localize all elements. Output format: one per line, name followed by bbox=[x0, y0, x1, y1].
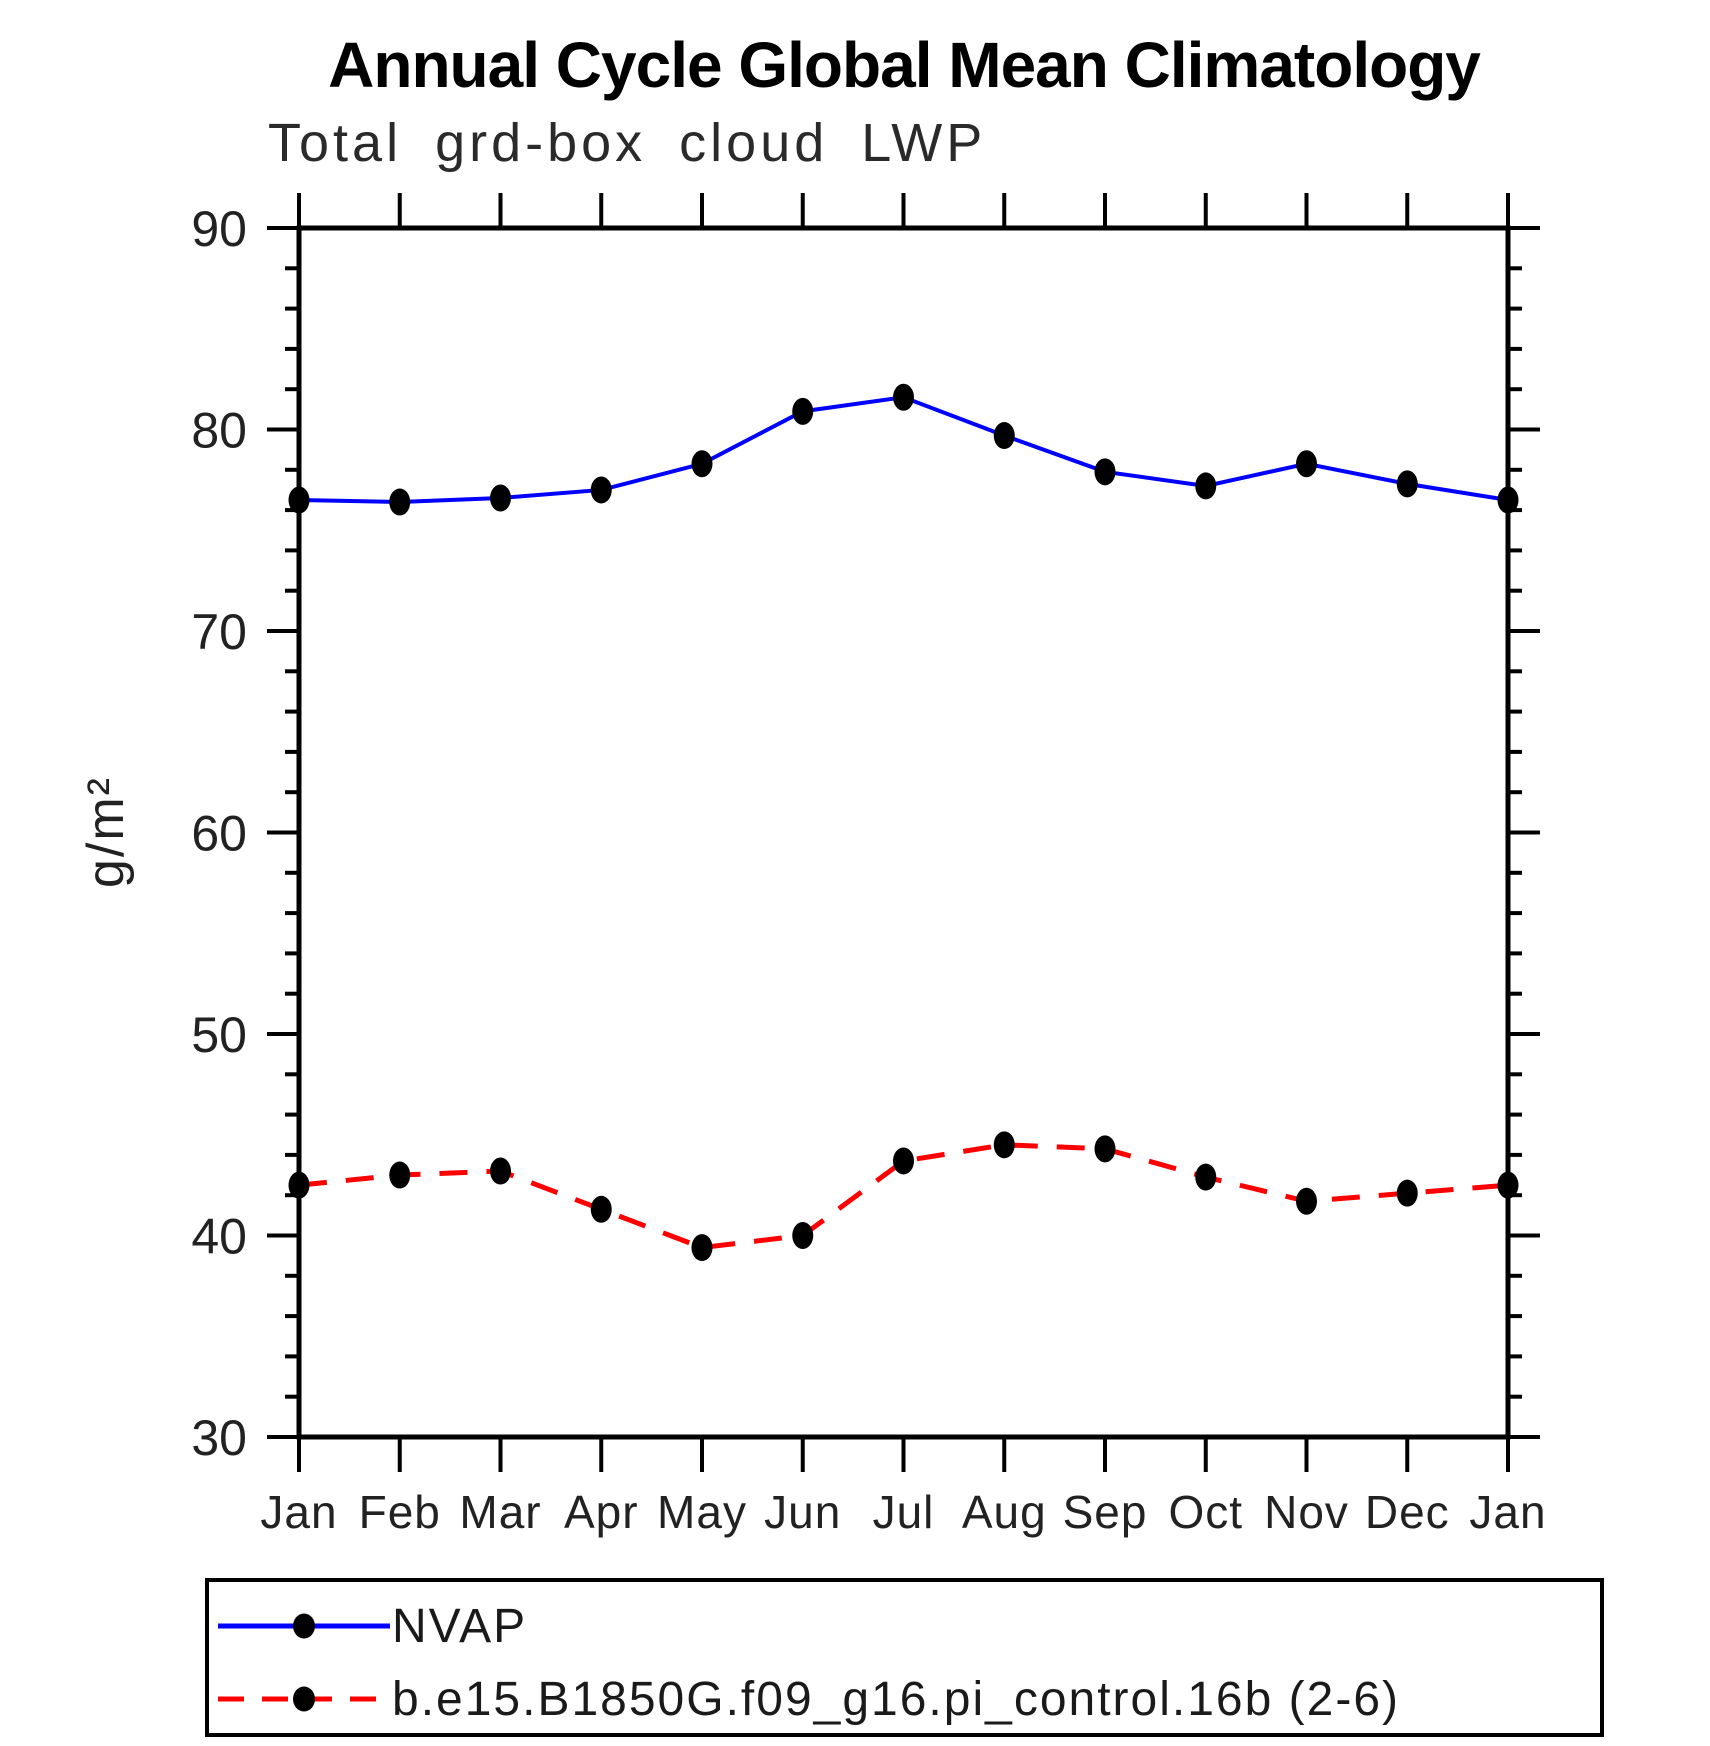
data-point-marker bbox=[893, 1147, 914, 1175]
legend-box: NVAP b.e15.B1850G.f09_g16.pi_control.16b… bbox=[205, 1578, 1604, 1737]
data-point-marker bbox=[1094, 1135, 1116, 1163]
x-tick-label: Apr bbox=[564, 1486, 639, 1538]
y-tick-label: 80 bbox=[191, 403, 247, 459]
data-point-marker bbox=[288, 1171, 310, 1199]
data-point-marker bbox=[288, 486, 310, 514]
data-point-marker bbox=[1296, 1187, 1317, 1215]
data-point-marker bbox=[590, 1195, 612, 1223]
y-tick-label: 30 bbox=[191, 1410, 247, 1466]
y-tick-label: 50 bbox=[191, 1007, 247, 1063]
plot-area: 30 40 50 60 70 80 90 Jan Feb Mar Apr May Jun Jul Aug Se… bbox=[77, 193, 1546, 1538]
legend-label-model: b.e15.B1850G.f09_g16.pi_control.16b (2-6… bbox=[392, 1672, 1400, 1726]
x-tick-label: Sep bbox=[1063, 1486, 1148, 1538]
y-tick-label: 40 bbox=[191, 1209, 247, 1265]
data-point-marker bbox=[389, 1161, 411, 1189]
legend-row-model: b.e15.B1850G.f09_g16.pi_control.16b (2-6… bbox=[216, 1672, 1400, 1726]
data-point-marker bbox=[1497, 1171, 1519, 1199]
x-tick-label: Jul bbox=[873, 1486, 935, 1538]
y-axis-label: g/m² bbox=[77, 776, 135, 888]
x-tick-label: Jun bbox=[764, 1486, 841, 1538]
x-tick-label: Oct bbox=[1168, 1486, 1243, 1538]
data-point-marker bbox=[792, 397, 814, 425]
data-point-marker bbox=[1497, 486, 1519, 514]
data-point-marker bbox=[490, 1157, 511, 1185]
data-point-marker bbox=[691, 450, 713, 478]
data-point-marker bbox=[590, 476, 612, 504]
legend-label-nvap: NVAP bbox=[392, 1599, 528, 1653]
data-point-marker bbox=[993, 422, 1015, 450]
x-tick-label: Nov bbox=[1264, 1486, 1349, 1538]
x-tick-label: Mar bbox=[459, 1486, 541, 1538]
y-tick-label: 90 bbox=[191, 201, 247, 257]
series-group bbox=[288, 383, 1519, 1262]
data-point-marker bbox=[1195, 1163, 1217, 1191]
nvap-swatch-marker bbox=[293, 1613, 315, 1639]
x-tick-label: Jan bbox=[260, 1486, 337, 1538]
data-point-marker bbox=[993, 1131, 1015, 1159]
axes-group: 30 40 50 60 70 80 90 Jan Feb Mar Apr May Jun Jul Aug Se… bbox=[191, 193, 1546, 1538]
chart-title: Annual Cycle Global Mean Climatology bbox=[328, 29, 1481, 101]
model-swatch-marker bbox=[293, 1686, 315, 1712]
data-point-marker bbox=[1094, 458, 1116, 486]
x-tick-label: May bbox=[657, 1486, 747, 1538]
chart-subtitle: Total grd-box cloud LWP bbox=[268, 113, 987, 173]
data-point-marker bbox=[490, 484, 511, 512]
data-point-marker bbox=[792, 1222, 814, 1249]
model-line-swatch bbox=[218, 1686, 390, 1712]
data-point-marker bbox=[1195, 472, 1217, 500]
data-point-marker bbox=[1396, 470, 1418, 498]
legend-row-nvap: NVAP bbox=[216, 1599, 527, 1653]
x-tick-label: Feb bbox=[359, 1486, 441, 1538]
nvap-line-swatch bbox=[218, 1613, 390, 1639]
data-point-marker bbox=[1396, 1179, 1418, 1207]
data-point-marker bbox=[893, 383, 914, 411]
y-tick-label: 60 bbox=[191, 806, 247, 862]
y-tick-label: 70 bbox=[191, 604, 247, 660]
series-line-0 bbox=[298, 395, 1509, 505]
x-tick-label: Jan bbox=[1469, 1486, 1546, 1538]
data-point-marker bbox=[389, 488, 411, 516]
x-tick-label: Dec bbox=[1365, 1486, 1450, 1538]
data-point-marker bbox=[691, 1234, 713, 1262]
data-point-marker bbox=[1296, 450, 1317, 478]
x-tick-label: Aug bbox=[962, 1486, 1047, 1538]
